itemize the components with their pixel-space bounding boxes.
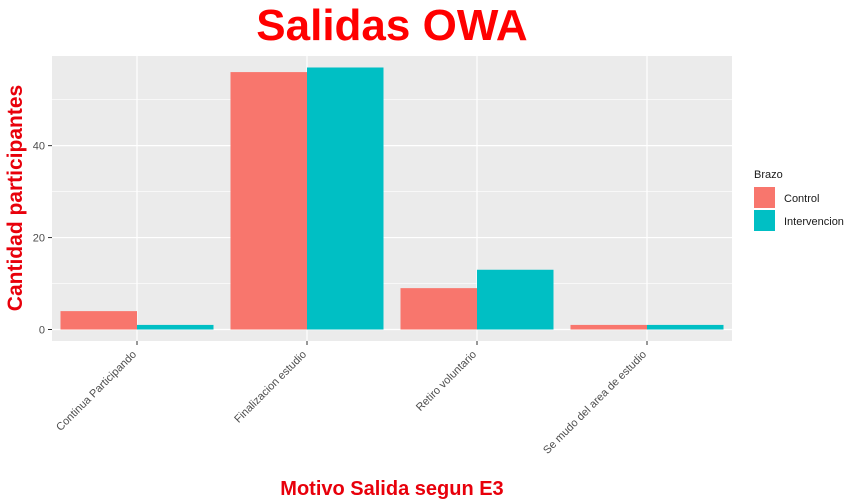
y-tick-label: 0	[39, 325, 45, 337]
x-tick-label: Se mudo del area de estudio	[541, 349, 649, 457]
bar-control-4	[570, 324, 647, 330]
legend-title: Brazo	[754, 169, 783, 181]
x-axis: Continua Participando Finalizacion estudi…	[54, 341, 649, 457]
y-tick-label: 40	[33, 141, 45, 153]
chart-title: Salidas OWA	[256, 1, 527, 50]
bars	[60, 67, 724, 330]
bar-control-3	[400, 288, 477, 330]
y-axis: 0 20 40	[33, 141, 52, 337]
x-tick-label: Continua Participando	[54, 349, 139, 434]
x-tick-label: Finalizacion estudio	[232, 349, 309, 426]
bar-intervencion-3	[477, 269, 554, 330]
bar-intervencion-1	[137, 324, 214, 330]
plot-panel	[52, 56, 732, 341]
bar-intervencion-4	[647, 324, 724, 330]
legend-swatch-intervencion	[754, 210, 775, 231]
legend-label-intervencion: Intervencion	[784, 216, 844, 228]
y-axis-label: Cantidad participantes	[4, 85, 27, 311]
bar-control-2	[230, 72, 307, 330]
legend: Brazo Control Intervencion	[754, 169, 844, 231]
x-tick-label: Retiro voluntario	[414, 349, 479, 414]
x-axis-label: Motivo Salida segun E3	[280, 478, 503, 500]
bar-intervencion-2	[307, 67, 384, 330]
bar-control-1	[60, 311, 137, 330]
legend-swatch-control	[754, 187, 775, 208]
legend-label-control: Control	[784, 193, 819, 205]
y-tick-label: 20	[33, 233, 45, 245]
